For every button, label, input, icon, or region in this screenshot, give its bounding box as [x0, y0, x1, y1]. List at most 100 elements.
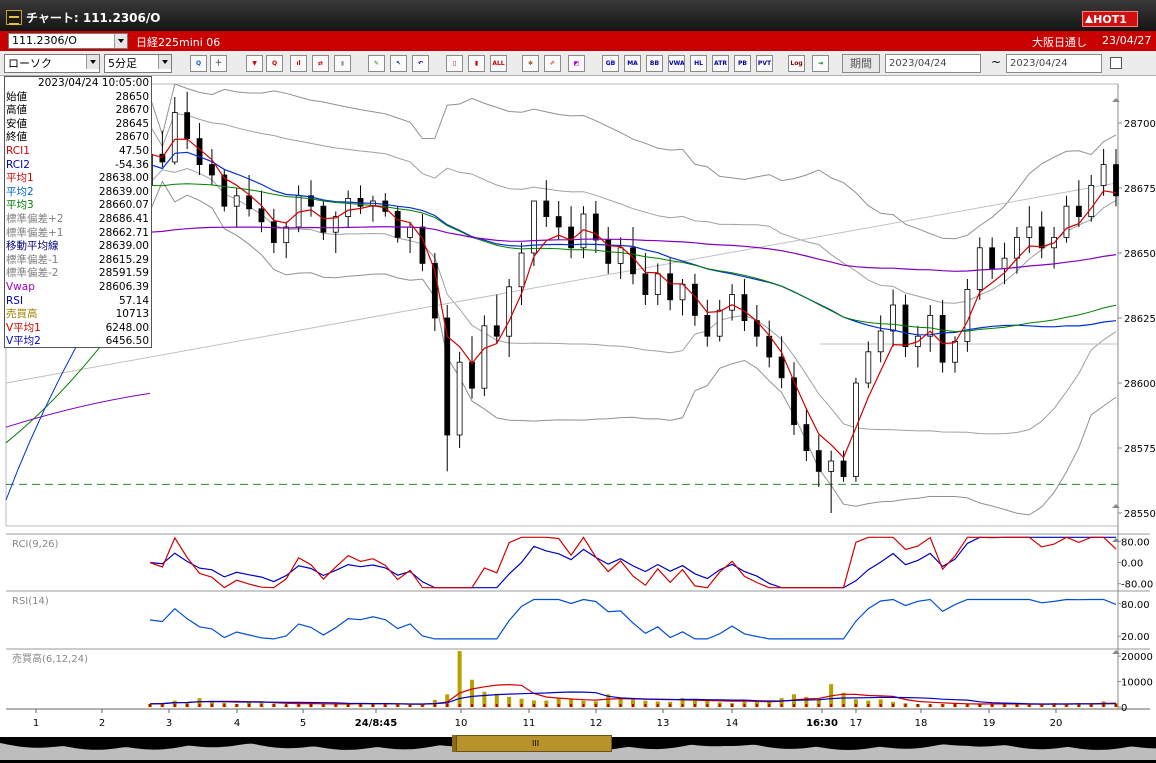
- scroll-grip[interactable]: III: [532, 739, 540, 748]
- trend-line: [5, 182, 1119, 384]
- rci2-line: [149, 536, 1116, 589]
- candle2-icon[interactable]: ▮: [468, 55, 485, 72]
- bb-icon[interactable]: BB: [646, 55, 663, 72]
- volume-marker: [545, 704, 548, 707]
- pen-icon[interactable]: ✎: [368, 55, 385, 72]
- x-tick-label: 5: [300, 718, 306, 729]
- volume-bar: [804, 696, 809, 707]
- tool-icon[interactable]: ✐: [544, 55, 561, 72]
- scroll-up-icon: [1112, 650, 1120, 654]
- volume-marker: [768, 704, 771, 707]
- candle-body: [419, 226, 426, 264]
- candle-body: [431, 262, 438, 319]
- cursor-icon[interactable]: ↖: [390, 55, 407, 72]
- date-to-field[interactable]: 2023/04/24: [1006, 54, 1102, 73]
- volume-marker: [223, 704, 226, 707]
- y-tick-label: 10000: [1121, 678, 1153, 689]
- volume-marker: [173, 704, 176, 707]
- volume-bar: [643, 700, 648, 707]
- volume-marker: [780, 704, 783, 707]
- candle-body: [308, 195, 314, 207]
- interval-select[interactable]: 5分足: [104, 54, 172, 73]
- info-label: 標準偏差+2: [6, 213, 64, 225]
- volume-ma2-line: [149, 691, 1117, 705]
- candle-icon[interactable]: ▯: [446, 55, 463, 72]
- volume-marker: [656, 704, 659, 707]
- volume-marker: [854, 704, 857, 707]
- volume-marker: [731, 704, 734, 707]
- ma2-line: [149, 151, 1117, 336]
- hl-icon[interactable]: HL: [690, 55, 707, 72]
- volume-marker: [210, 704, 213, 707]
- candle-body: [778, 356, 785, 379]
- palette-icon[interactable]: ◩: [568, 55, 585, 72]
- interval-value: 5分足: [108, 57, 137, 70]
- rci1-line: [149, 536, 1117, 589]
- date-separator: ~: [991, 55, 1002, 69]
- date-from-field[interactable]: 2023/04/24: [885, 54, 981, 73]
- candle-body: [766, 335, 773, 358]
- pb-icon[interactable]: PB: [734, 55, 751, 72]
- volume-marker: [1077, 704, 1080, 707]
- undo-icon[interactable]: ↶: [412, 55, 429, 72]
- y-tick-label: -80.00: [1121, 580, 1153, 591]
- period-button[interactable]: 期間: [842, 54, 880, 73]
- scroll-thumb[interactable]: [456, 735, 612, 752]
- log-icon[interactable]: Log: [788, 55, 805, 72]
- info-row: 標準偏差-1 28615.29: [5, 254, 151, 268]
- candle-body: [791, 377, 797, 425]
- volume-marker: [235, 704, 238, 707]
- volume-marker: [1040, 704, 1043, 707]
- scroll-up-icon: [1112, 538, 1120, 542]
- info-value: 28591.59: [98, 267, 149, 280]
- down-arrow-icon[interactable]: ▼: [246, 55, 263, 72]
- candle-body: [184, 112, 191, 139]
- export-icon[interactable]: ⇥: [812, 55, 829, 72]
- gb-icon[interactable]: GB: [602, 55, 619, 72]
- crosshair-icon[interactable]: 十: [210, 55, 227, 72]
- volume-marker: [532, 704, 535, 707]
- vwap-icon[interactable]: VWAP: [668, 55, 685, 72]
- y-tick-label: 28625: [1124, 314, 1156, 325]
- x-tick-label: 24/8:45: [355, 718, 397, 729]
- pvt-icon[interactable]: PVT: [756, 55, 773, 72]
- chevron-down-icon[interactable]: [86, 55, 99, 69]
- candle-body: [345, 198, 352, 218]
- chart-area[interactable]: 28700 28675 28650 28625 28600 28575 28550 1 2 3 4 5…: [0, 76, 1156, 737]
- info-value: 28650: [115, 90, 149, 103]
- info-label: 平均1: [6, 172, 34, 185]
- volume-bar: [519, 698, 524, 707]
- compare-icon[interactable]: ⇄: [312, 55, 329, 72]
- volume-marker: [570, 704, 573, 707]
- candle-body: [592, 213, 599, 241]
- show-checkbox[interactable]: [1110, 57, 1122, 69]
- volume-bar: [705, 700, 710, 707]
- info-row: RCI1 47.50: [5, 145, 151, 159]
- candle-body: [394, 210, 401, 238]
- chevron-down-icon[interactable]: [114, 34, 127, 48]
- all-icon[interactable]: ALL: [490, 55, 507, 72]
- info-row: 始値 28650: [5, 91, 151, 105]
- info-label: Vwap: [6, 281, 35, 293]
- ma-icon[interactable]: MA: [624, 55, 641, 72]
- volume-marker: [892, 704, 895, 707]
- lock-icon[interactable]: ▮: [334, 55, 351, 72]
- search-icon[interactable]: Q: [190, 55, 207, 72]
- settings-icon[interactable]: ✱: [522, 55, 539, 72]
- chart-type-select[interactable]: ローソク: [4, 54, 100, 73]
- volume-bar: [544, 700, 549, 707]
- info-label: 売買高: [6, 308, 38, 321]
- y-tick-label: 0: [1121, 703, 1127, 714]
- hot-badge[interactable]: HOT1: [1082, 11, 1138, 27]
- candle-body: [692, 283, 698, 316]
- volume-bar: [841, 692, 846, 707]
- symbol-select[interactable]: 111.2306/O: [8, 33, 128, 49]
- bars-icon[interactable]: ıl: [290, 55, 307, 72]
- candle-body: [989, 247, 996, 270]
- volume-marker: [161, 704, 164, 707]
- zoom-icon[interactable]: Q: [266, 55, 283, 72]
- chevron-down-icon[interactable]: [158, 55, 171, 69]
- scroll-thumb-edge[interactable]: [452, 735, 456, 752]
- atr-icon[interactable]: ATR: [712, 55, 729, 72]
